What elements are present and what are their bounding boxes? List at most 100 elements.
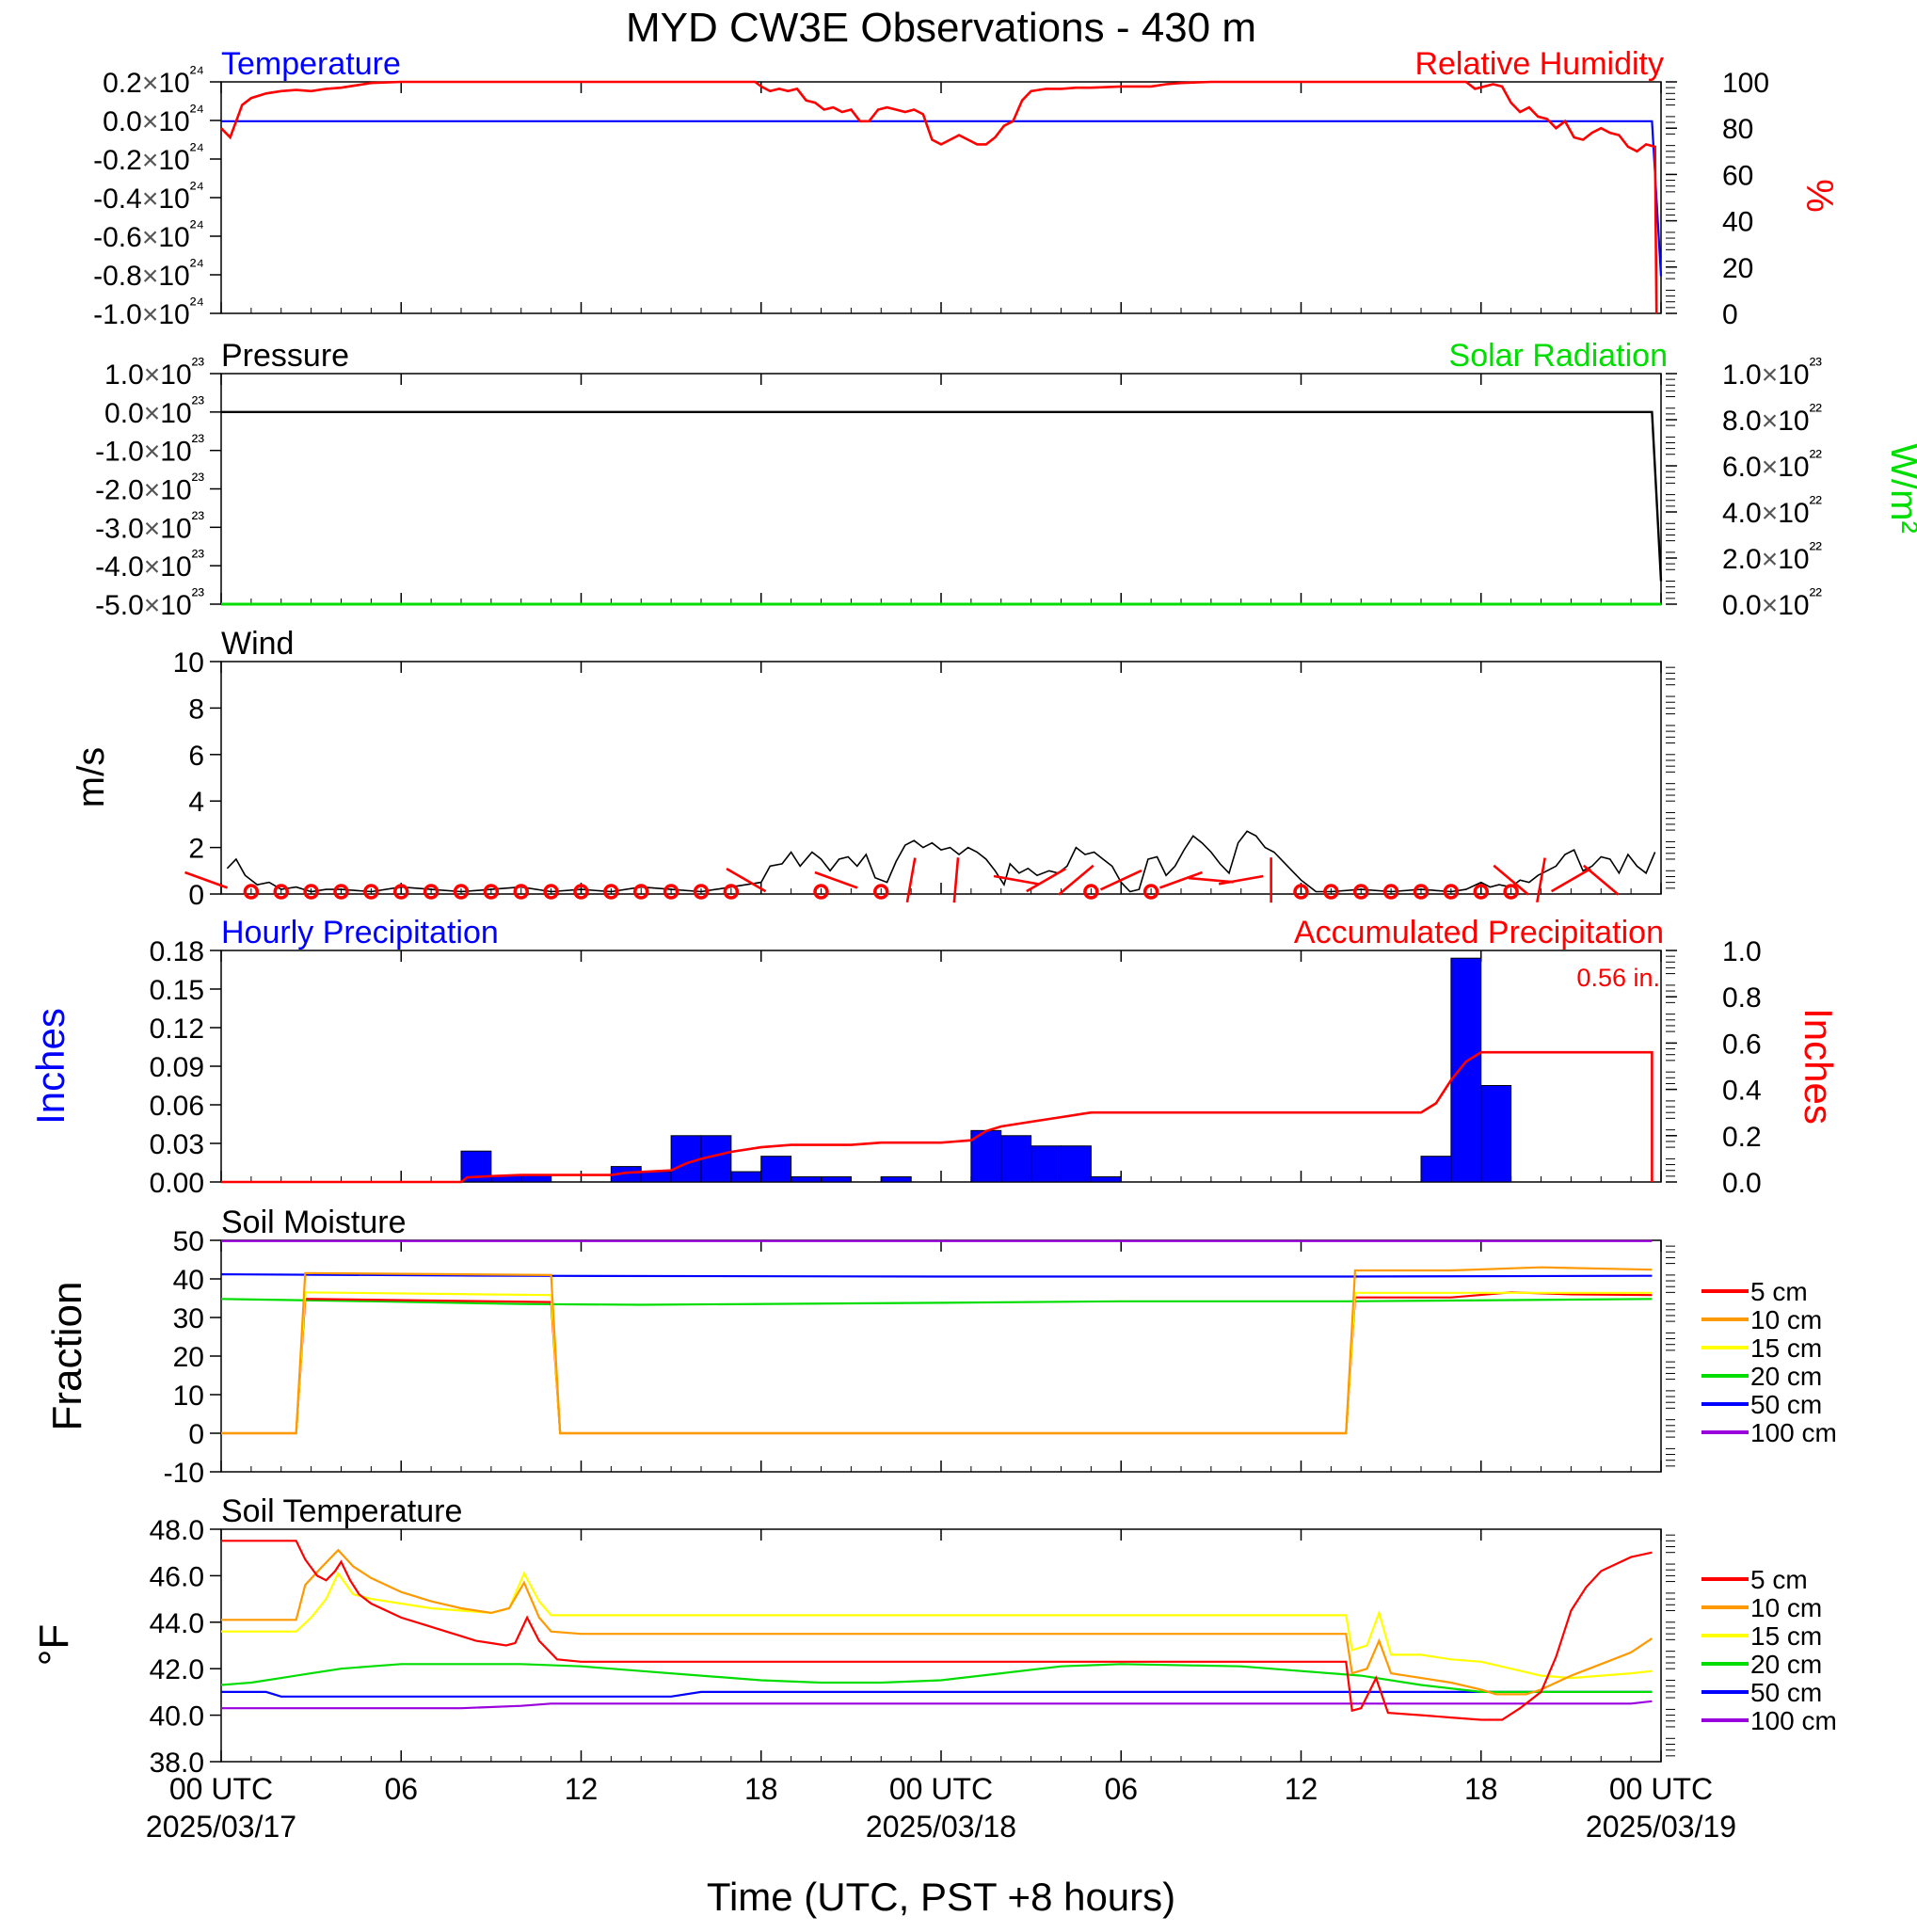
calm-marker — [873, 884, 889, 900]
x-tick-label: 00 UTC — [169, 1772, 273, 1806]
calm-marker — [1503, 884, 1519, 900]
y-tick-label: 50 — [173, 1226, 204, 1257]
series-soil-temperature-50cm — [221, 1690, 1653, 1698]
wind-barb — [1536, 857, 1546, 903]
panel-title-soil-temperature: Soil Temperature — [221, 1493, 462, 1529]
precip-bar — [880, 1176, 912, 1183]
x-tick-date: 2025/03/19 — [1586, 1810, 1736, 1844]
calm-marker — [1083, 884, 1099, 900]
panel-title-humidity: Relative Humidity — [1414, 46, 1664, 82]
y-tick-label: -0.4×10²⁴ — [93, 179, 204, 215]
plot-frame — [220, 1528, 1662, 1763]
y-tick-label: 0.06 — [150, 1091, 204, 1122]
y-tick-label: 10 — [173, 647, 204, 679]
calm-marker — [603, 884, 619, 900]
wind-barb — [184, 870, 229, 889]
legend-label: 100 cm — [1750, 1706, 1837, 1735]
legend-label: 5 cm — [1750, 1277, 1808, 1306]
precip-bar — [1420, 1156, 1452, 1183]
precip-bar — [760, 1156, 792, 1183]
legend-label: 20 cm — [1750, 1362, 1822, 1391]
y-axis-label: °F — [31, 1624, 77, 1666]
precip-bar — [821, 1176, 852, 1183]
precip-bar — [640, 1171, 672, 1183]
wind-barb — [1583, 864, 1620, 896]
calm-marker — [1413, 884, 1430, 900]
x-tick-date: 2025/03/17 — [146, 1810, 296, 1844]
panel-title-hourly-precipitation: Hourly Precipitation — [221, 915, 499, 950]
y-tick-label-right: 0.4 — [1722, 1076, 1762, 1107]
y-tick-label: 40 — [173, 1265, 204, 1296]
panel-wind: 10 8 6 4 2 0 Wind m/s — [71, 626, 1675, 911]
y-tick-label: 48.0 — [150, 1515, 204, 1546]
legend-label: 10 cm — [1750, 1305, 1822, 1334]
panel-title-accumulated-precipitation: Accumulated Precipitation — [1294, 915, 1664, 950]
legend-label: 20 cm — [1750, 1650, 1822, 1679]
panel-temperature-humidity: 0.2×10²⁴0.0×10²⁴-0.2×10²⁴-0.4×10²⁴-0.6×1… — [93, 46, 1840, 330]
y-tick-label-right: 100 — [1722, 68, 1769, 99]
wind-barb — [952, 857, 960, 903]
y-tick-label: 4 — [188, 787, 204, 818]
series-soil-temperature-5cm — [221, 1540, 1653, 1721]
calm-marker — [333, 884, 349, 900]
precip-bar — [1450, 957, 1482, 1183]
series-soil-temperature-20cm — [220, 1663, 1653, 1694]
x-tick-label: 06 — [1104, 1772, 1138, 1806]
calm-marker — [453, 884, 470, 900]
wind-barb — [726, 868, 767, 893]
y-tick-label: 6 — [188, 741, 204, 772]
y-tick-label: -10 — [164, 1458, 204, 1489]
y-tick-label: -0.2×10²⁴ — [93, 140, 204, 176]
series-soil-temperature-100cm — [221, 1700, 1653, 1710]
calm-marker — [1353, 884, 1369, 900]
wind-barb — [814, 870, 858, 889]
y-tick-label: 10 — [173, 1381, 204, 1412]
x-tick-label: 00 UTC — [1609, 1772, 1713, 1806]
y-tick-label-right: 0.0 — [1722, 1168, 1762, 1199]
precip-bar — [730, 1171, 762, 1183]
plot-frame — [220, 950, 1662, 1183]
y-tick-label: 40.0 — [150, 1701, 204, 1732]
x-tick-label: 18 — [744, 1772, 778, 1806]
calm-marker — [303, 884, 319, 900]
y-tick-label-right: 4.0×10²² — [1722, 493, 1822, 529]
y-tick-label-right: 6.0×10²² — [1722, 447, 1822, 483]
y-tick-label: 0.09 — [150, 1052, 204, 1083]
panel-soil-temperature: 48.0 46.0 44.0 42.0 40.0 38.0 Soil Temperature… — [31, 1493, 1837, 1779]
precip-bar — [1061, 1145, 1092, 1183]
precip-bar — [1030, 1145, 1062, 1183]
calm-marker — [1443, 884, 1460, 900]
wind-barb — [1159, 870, 1203, 889]
wind-barb — [1099, 869, 1142, 891]
time-axis: 00 UTC 2025/03/17 06 12 18 00 UTC 2025/03/18 06… — [146, 1772, 1736, 1844]
legend-label: 10 cm — [1750, 1593, 1822, 1622]
series-soil-moisture-20cm — [220, 1298, 1653, 1306]
y-axis-label: m/s — [71, 747, 112, 807]
y-tick-label: 42.0 — [150, 1654, 204, 1685]
y-tick-label: 2 — [188, 834, 204, 865]
y-tick-label-right: 1.0×10²³ — [1722, 355, 1822, 391]
precip-bar — [1090, 1176, 1122, 1183]
y-tick-label: 0.18 — [150, 936, 204, 967]
wind-barb — [1550, 868, 1591, 893]
calm-marker — [243, 884, 260, 900]
panel-title-soil-moisture: Soil Moisture — [221, 1205, 407, 1240]
series-wind-speed — [226, 830, 1656, 893]
series-relative-humidity — [220, 80, 1658, 314]
series-soil-temperature-10cm — [221, 1548, 1653, 1696]
y-tick-label-right: 80 — [1722, 114, 1753, 145]
y-tick-label-right: 20 — [1722, 253, 1753, 284]
calm-marker — [273, 884, 289, 900]
calm-marker — [393, 884, 409, 900]
plot-frame — [220, 661, 1662, 895]
y-tick-label: 1.0×10²³ — [104, 355, 204, 391]
plot-frame — [220, 373, 1662, 605]
accumulated-total: 0.56 in. — [1576, 964, 1660, 992]
wind-barb — [905, 857, 917, 903]
precip-bar — [791, 1176, 822, 1183]
y-tick-label: 46.0 — [150, 1561, 204, 1592]
calm-marker — [543, 884, 559, 900]
calm-marker — [423, 884, 439, 900]
series-soil-moisture-50cm — [220, 1272, 1653, 1278]
